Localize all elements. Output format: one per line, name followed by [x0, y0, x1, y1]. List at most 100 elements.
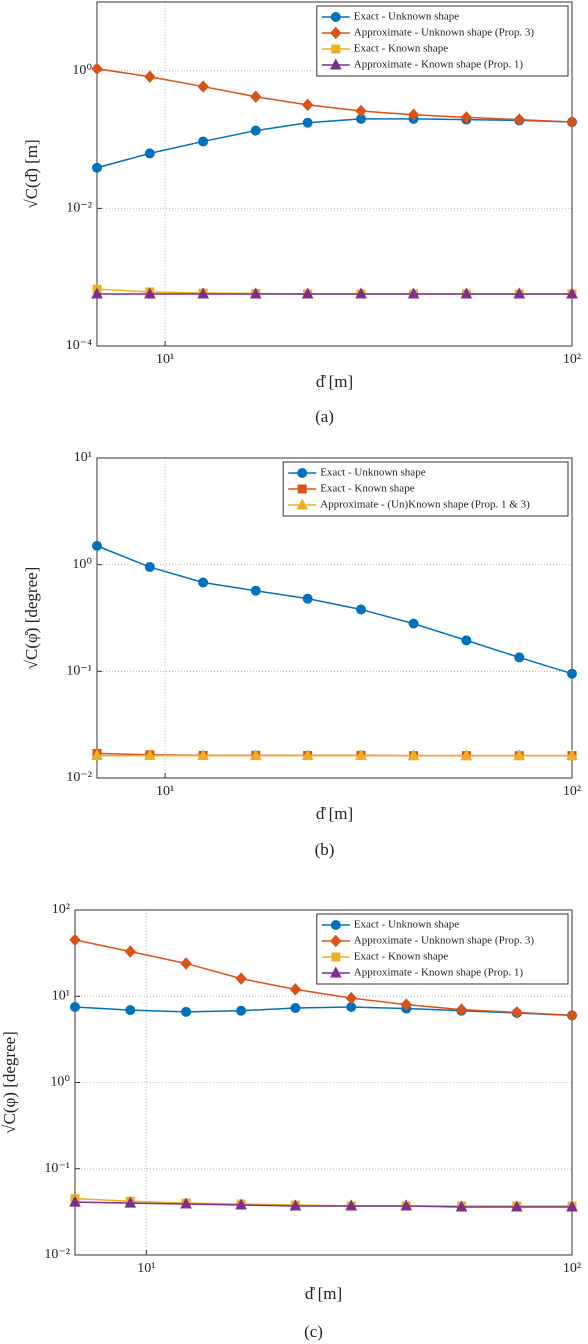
marker — [144, 287, 156, 299]
marker — [356, 604, 367, 615]
legend-label: Exact - Unknown shape — [354, 919, 460, 931]
caption: (c) — [304, 1322, 323, 1341]
marker — [407, 749, 420, 761]
marker — [301, 287, 314, 299]
legend-label: Exact - Known shape — [354, 951, 449, 963]
series-line — [96, 118, 573, 169]
caption: (a) — [315, 407, 334, 426]
legend: Exact - Unknown shape Approximate - Unkno… — [316, 913, 569, 985]
y-tick-label: 10⁰ — [72, 63, 92, 78]
marker — [235, 1198, 247, 1210]
marker — [91, 749, 103, 761]
marker — [455, 1200, 468, 1212]
legend-label: Approximate - Unknown shape (Prop. 3) — [354, 27, 535, 39]
x-axis-label: d̊ [m] — [316, 804, 353, 823]
marker — [250, 90, 262, 103]
marker — [144, 562, 155, 573]
marker — [400, 998, 412, 1011]
x-tick-label: 10¹ — [137, 1261, 155, 1276]
marker — [297, 468, 308, 478]
marker — [330, 934, 342, 948]
x-tick-label: 10² — [563, 352, 581, 367]
marker — [511, 1006, 523, 1019]
legend-box — [316, 913, 569, 985]
legend: Exact - Unknown shape Approximate - Unkno… — [316, 5, 569, 77]
y-tick-label: 10⁰ — [72, 557, 92, 572]
marker — [514, 652, 525, 663]
series-line — [74, 1006, 573, 1017]
marker — [144, 148, 155, 159]
legend: Exact - Unknown shape Exact - Known shape… — [282, 461, 569, 517]
marker — [331, 952, 341, 962]
marker — [355, 104, 367, 118]
x-axis-label: d̊ [m] — [305, 1284, 342, 1303]
marker — [407, 287, 420, 299]
marker — [329, 58, 342, 70]
marker — [124, 945, 136, 958]
series-line — [96, 68, 573, 123]
marker — [250, 585, 261, 596]
legend-label: Approximate - Known shape (Prop. 1) — [354, 967, 524, 979]
marker — [296, 498, 309, 510]
marker — [566, 749, 578, 761]
legend-label: Exact - Unknown shape — [354, 11, 460, 23]
legend-label: Approximate - Known shape (Prop. 1) — [354, 59, 524, 71]
marker — [69, 1195, 81, 1207]
axes-box — [96, 1, 573, 347]
marker — [289, 1199, 302, 1211]
marker — [197, 80, 209, 93]
marker — [329, 966, 342, 978]
marker — [400, 1199, 413, 1211]
marker — [460, 111, 473, 124]
marker — [460, 287, 473, 299]
legend-label: Exact - Known shape — [354, 43, 449, 55]
marker — [235, 972, 247, 985]
x-tick-label: 10¹ — [156, 784, 174, 799]
marker — [249, 749, 262, 761]
caption: (b) — [315, 840, 335, 859]
series-line — [74, 939, 573, 1017]
x-tick-label: 10² — [563, 784, 581, 799]
legend-label: Approximate - Unknown shape (Prop. 3) — [354, 935, 535, 947]
marker — [125, 1005, 136, 1016]
x-tick-label: 10² — [563, 1261, 581, 1276]
marker — [513, 113, 525, 126]
marker — [197, 749, 209, 761]
x-tick-label: 10¹ — [156, 352, 174, 367]
marker — [180, 1197, 192, 1209]
marker — [290, 1003, 301, 1014]
marker — [69, 933, 81, 947]
marker — [566, 1009, 578, 1022]
marker — [249, 287, 262, 299]
marker — [302, 117, 313, 128]
marker — [566, 115, 578, 129]
marker — [236, 1005, 247, 1016]
marker — [460, 749, 473, 761]
marker — [91, 287, 103, 299]
marker — [198, 136, 209, 147]
y-tick-label: 10⁻² — [44, 1247, 70, 1262]
marker — [302, 593, 313, 604]
marker — [297, 484, 307, 494]
marker — [180, 957, 192, 970]
marker — [407, 108, 420, 121]
marker — [345, 991, 357, 1005]
marker — [355, 287, 367, 299]
y-tick-label: 10⁻² — [66, 201, 92, 216]
y-tick-label: 10⁻⁴ — [66, 338, 92, 353]
y-axis-label: √C(φ̊) [degree] — [22, 567, 41, 670]
marker — [461, 635, 472, 646]
series-line — [74, 1201, 572, 1208]
marker — [331, 44, 341, 54]
marker — [330, 920, 341, 930]
y-axis-label: √C(d̊) [m] — [22, 139, 41, 208]
marker — [181, 1006, 192, 1017]
y-tick-label: 10⁻² — [66, 770, 92, 785]
marker — [144, 70, 156, 83]
marker — [289, 983, 302, 996]
legend-label: Exact - Known shape — [320, 483, 415, 495]
y-tick-label: 10⁻¹ — [66, 664, 92, 679]
marker — [455, 1003, 468, 1016]
marker — [198, 577, 209, 588]
